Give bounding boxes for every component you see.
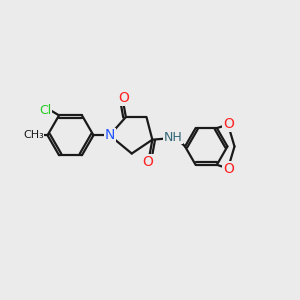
Text: O: O: [142, 155, 153, 169]
Text: N: N: [104, 128, 115, 142]
Text: O: O: [223, 162, 234, 176]
Text: O: O: [118, 91, 129, 105]
Text: CH₃: CH₃: [23, 130, 44, 140]
Text: NH: NH: [163, 130, 182, 143]
Text: O: O: [223, 117, 234, 131]
Text: Cl: Cl: [39, 103, 51, 117]
